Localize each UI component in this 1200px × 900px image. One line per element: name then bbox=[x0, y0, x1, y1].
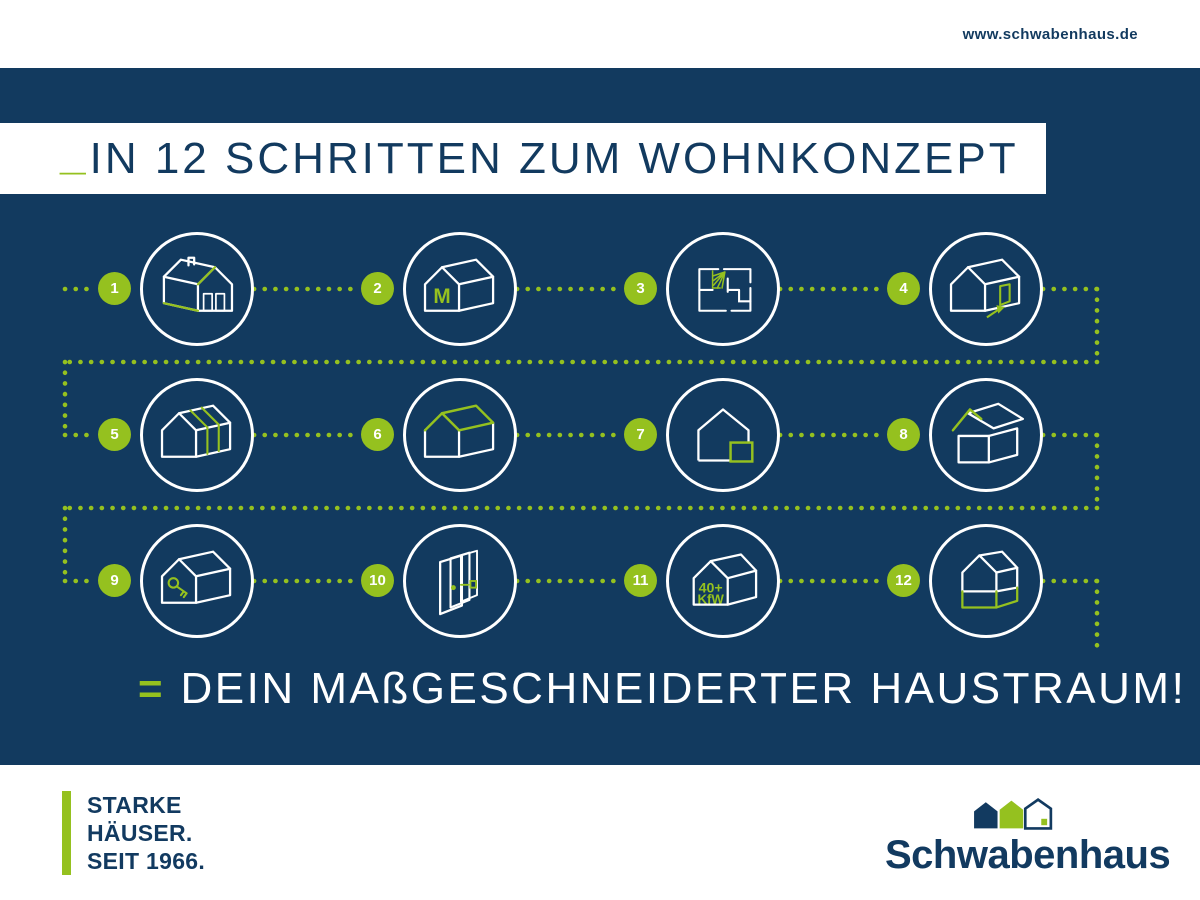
step-circle-6 bbox=[403, 378, 517, 492]
extension-square-icon bbox=[729, 441, 754, 463]
brand-claim: STARKE HÄUSER. SEIT 1966. bbox=[62, 791, 205, 875]
step-number-badge: 7 bbox=[624, 418, 657, 451]
step-circle-1 bbox=[140, 232, 254, 346]
logo-houses-icon bbox=[974, 797, 1053, 830]
brand-name: Schwabenhaus bbox=[885, 833, 1171, 877]
step-number-badge: 6 bbox=[361, 418, 394, 451]
floor-plan-icon bbox=[698, 268, 752, 312]
schwabenhaus-logo: Schwabenhaus bbox=[885, 797, 1171, 877]
website-url: www.schwabenhaus.de bbox=[962, 25, 1138, 43]
footer: STARKE HÄUSER. SEIT 1966. Schwabenhaus bbox=[0, 765, 1200, 900]
step-number-badge: 12 bbox=[887, 564, 920, 597]
title-underscore: _ bbox=[60, 126, 86, 179]
build-stages-house-icon bbox=[160, 404, 232, 458]
step-number-badge: 4 bbox=[887, 272, 920, 305]
extension-house-icon bbox=[697, 408, 754, 463]
claim-line-2: HÄUSER. bbox=[87, 820, 193, 846]
model-house-m-label: M bbox=[433, 285, 450, 308]
step-circle-11: 40+ KfW bbox=[666, 524, 780, 638]
step-circle-7 bbox=[666, 378, 780, 492]
claim-line-3: SEIT 1966. bbox=[87, 848, 206, 874]
page-title: IN 12 SCHRITTEN ZUM WOHNKONZEPT bbox=[89, 133, 1019, 183]
step-number-badge: 10 bbox=[361, 564, 394, 597]
step-number-badge: 2 bbox=[361, 272, 394, 305]
step-circle-9 bbox=[140, 524, 254, 638]
step-circle-12 bbox=[929, 524, 1043, 638]
step-circle-10 bbox=[403, 524, 517, 638]
result-text: DEIN MAßGESCHNEIDERTER HAUSTRAUM! bbox=[180, 664, 1187, 713]
kfw-house-icon: 40+ KfW bbox=[692, 553, 758, 607]
model-house-icon: M bbox=[423, 258, 495, 312]
step-circle-4 bbox=[929, 232, 1043, 346]
step-number-badge: 11 bbox=[624, 564, 657, 597]
roof-house-icon bbox=[423, 404, 495, 458]
step-circle-2: M bbox=[403, 232, 517, 346]
title-banner: _ IN 12 SCHRITTEN ZUM WOHNKONZEPT bbox=[0, 123, 1046, 194]
entrance-house-icon bbox=[949, 258, 1021, 319]
step-number-badge: 1 bbox=[98, 272, 131, 305]
roof-assembly-house-icon bbox=[951, 402, 1025, 464]
basement-house-icon bbox=[961, 550, 1019, 609]
claim-line-1: STARKE bbox=[87, 792, 182, 818]
kfw-label: KfW bbox=[697, 592, 724, 607]
step-number-badge: 8 bbox=[887, 418, 920, 451]
key-house-icon bbox=[160, 550, 232, 604]
step-number-badge: 3 bbox=[624, 272, 657, 305]
step-number-badge: 5 bbox=[98, 418, 131, 451]
doors-icon bbox=[439, 549, 478, 616]
step-circle-3 bbox=[666, 232, 780, 346]
top-bar: www.schwabenhaus.de bbox=[0, 0, 1200, 68]
step-number-badge: 9 bbox=[98, 564, 131, 597]
result-line: = DEIN MAßGESCHNEIDERTER HAUSTRAUM! bbox=[138, 664, 1186, 714]
equals-sign: = bbox=[138, 665, 163, 712]
dream-house-icon bbox=[162, 256, 234, 312]
step-circle-8 bbox=[929, 378, 1043, 492]
step-circle-5 bbox=[140, 378, 254, 492]
